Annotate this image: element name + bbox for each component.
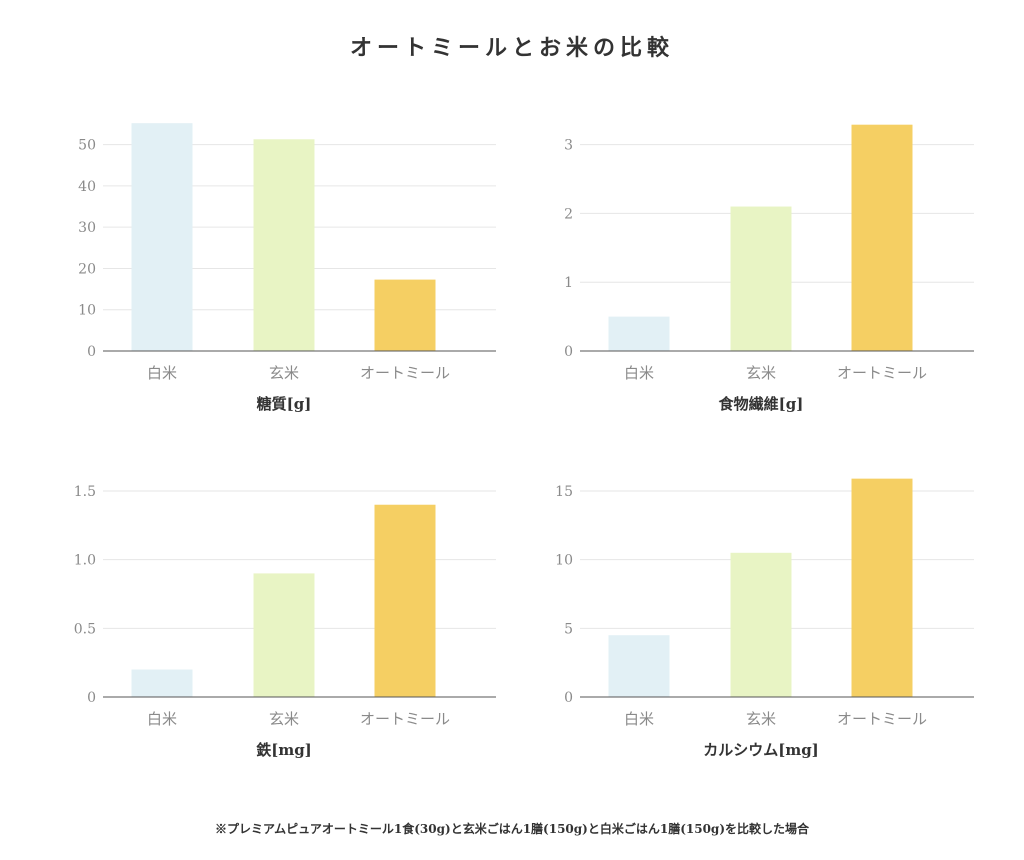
bar-白米 [131, 669, 193, 697]
y-tick-label: 1.5 [74, 484, 96, 500]
y-tick-label: 0.5 [74, 621, 96, 637]
y-tick-label: 10 [555, 553, 573, 569]
x-tick-label: オートミール [837, 710, 927, 728]
bar-オートミール [851, 124, 913, 351]
y-tick-label: 50 [78, 138, 96, 154]
y-tick-label: 1.0 [74, 553, 96, 569]
y-tick-label: 2 [564, 206, 573, 222]
x-tick-label: 白米 [147, 710, 177, 728]
y-tick-label: 0 [87, 690, 96, 706]
x-axis-label: 食物繊維[g] [719, 395, 804, 413]
footnote: ※プレミアムピュアオートミール1食(30g)と玄米ごはん1膳(150g)と白米ご… [214, 822, 809, 836]
bar-白米 [608, 635, 670, 697]
x-tick-label: 白米 [624, 364, 654, 382]
x-tick-label: 白米 [624, 710, 654, 728]
x-tick-label: オートミール [360, 710, 450, 728]
x-tick-label: 玄米 [746, 710, 776, 728]
bar-玄米 [253, 573, 315, 697]
y-tick-label: 15 [555, 484, 573, 500]
bar-白米 [131, 123, 193, 351]
y-tick-label: 30 [78, 220, 96, 236]
bar-オートミール [374, 504, 436, 697]
x-tick-label: 玄米 [269, 364, 299, 382]
y-tick-label: 0 [564, 344, 573, 360]
x-tick-label: 玄米 [746, 364, 776, 382]
x-tick-label: 白米 [147, 364, 177, 382]
x-axis-label: 鉄[mg] [256, 741, 312, 759]
x-tick-label: オートミール [837, 364, 927, 382]
bar-玄米 [730, 206, 792, 351]
y-tick-label: 20 [78, 261, 96, 277]
x-tick-label: 玄米 [269, 710, 299, 728]
y-tick-label: 5 [564, 621, 573, 637]
y-tick-label: 1 [564, 275, 573, 291]
y-tick-label: 40 [78, 179, 96, 195]
y-tick-label: 0 [564, 690, 573, 706]
x-axis-label: 糖質[g] [257, 395, 312, 413]
y-tick-label: 3 [564, 138, 573, 154]
y-tick-label: 0 [87, 344, 96, 360]
bar-玄米 [253, 139, 315, 351]
bar-白米 [608, 316, 670, 351]
page-title: オートミールとお米の比較 [349, 35, 674, 61]
x-tick-label: オートミール [360, 364, 450, 382]
bar-オートミール [851, 478, 913, 697]
bar-オートミール [374, 279, 436, 351]
bar-玄米 [730, 552, 792, 697]
x-axis-label: カルシウム[mg] [703, 741, 819, 759]
y-tick-label: 10 [78, 303, 96, 319]
